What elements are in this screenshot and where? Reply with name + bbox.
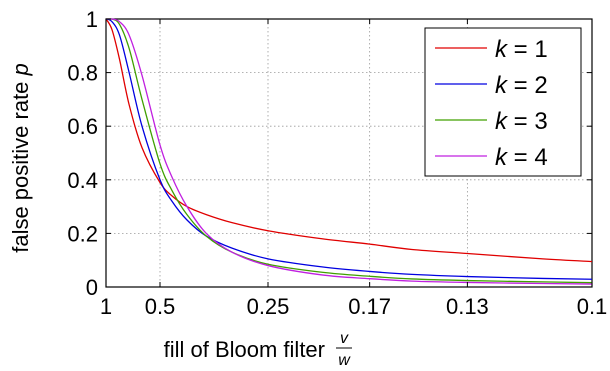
plot-border (105, 18, 593, 288)
y-tick-label: 0.4 (67, 168, 98, 193)
y-tick-label: 0.8 (67, 61, 98, 86)
plot-frame (105, 18, 593, 288)
x-tick-label: 0.5 (145, 294, 176, 319)
y-tick-label: 0.2 (67, 221, 98, 246)
series-line-k1 (105, 18, 593, 263)
legend-label-k4: k = 4 (495, 144, 548, 171)
legend: k = 1 k = 2 k = 3 k = 4 (424, 27, 582, 177)
series-line-k4 (105, 18, 593, 285)
legend-label-k1: k = 1 (495, 36, 548, 63)
x-axis-label-numerator: v (340, 330, 349, 347)
y-tick-label: 0.6 (67, 114, 98, 139)
series-line-k3 (105, 18, 593, 284)
x-tick-label: 0.25 (247, 294, 290, 319)
y-tick-label: 0 (86, 275, 98, 300)
legend-label-k3: k = 3 (495, 108, 548, 135)
legend-label-k2: k = 2 (495, 72, 548, 99)
x-tick-label: 0.13 (446, 294, 489, 319)
x-tick-label: 0.17 (348, 294, 391, 319)
x-axis-label: fill of Bloom filter v w (164, 330, 352, 369)
x-axis-label-text: fill of Bloom filter (164, 337, 325, 362)
legend-box (424, 27, 582, 177)
y-tick-label: 1 (86, 7, 98, 32)
y-axis-label: false positive rate p (8, 63, 33, 253)
series-lines (105, 18, 593, 285)
x-axis-label-denominator: w (338, 352, 351, 369)
axis-ticks: 1 0.5 0.25 0.17 0.13 0.1 0 0.2 0.4 0.6 0.8 1 (67, 7, 607, 319)
x-tick-label: 0.1 (577, 294, 608, 319)
x-tick-label: 1 (100, 294, 112, 319)
